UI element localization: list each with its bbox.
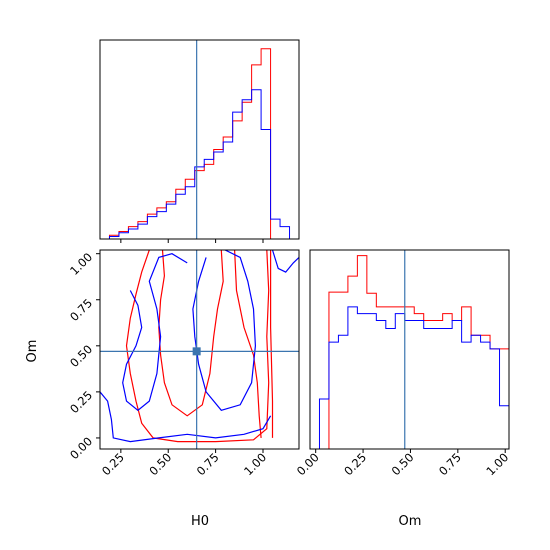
contour-frame xyxy=(99,249,300,450)
hist-H0-series-1 xyxy=(100,89,299,240)
contour-series-1-line-3 xyxy=(271,250,299,273)
hist-Om-xtick-label-0: 0.00 xyxy=(294,450,322,478)
hist-Om-xtick-label-1: 0.25 xyxy=(341,450,369,478)
contour-ytick-label-1: 0.25 xyxy=(67,388,95,416)
contour-ytick-label-0: 0.00 xyxy=(67,434,95,462)
contour-ytick-label-4: 1.00 xyxy=(67,250,95,278)
contour-xtick-label-3: 1.00 xyxy=(241,450,269,478)
contour-series-0-line-3 xyxy=(270,250,274,438)
contour-xtick-label-1: 0.50 xyxy=(146,450,174,478)
hist-Om-xtick-label-3: 0.75 xyxy=(436,450,464,478)
hist-om-xlabel: Om xyxy=(399,514,422,529)
contour-series-0-line-0 xyxy=(125,250,270,443)
contour-ytick-label-2: 0.50 xyxy=(67,342,95,370)
contour-series-0-line-1 xyxy=(158,250,224,417)
hist-H0-frame xyxy=(99,39,300,240)
hist-Om-frame xyxy=(309,249,510,450)
contour-series-0-line-2 xyxy=(234,250,262,438)
hist-Om-series-1 xyxy=(310,306,510,450)
contour-xlabel: H0 xyxy=(191,514,209,529)
contour-ytick-label-3: 0.75 xyxy=(67,296,95,324)
hist-Om-xtick-label-4: 1.00 xyxy=(483,450,511,478)
contour-truth-marker xyxy=(192,347,201,356)
hist-H0-series-0 xyxy=(100,48,299,240)
contour-ylabel: Om xyxy=(25,340,40,363)
hist-Om-panel xyxy=(309,249,510,450)
contour-xtick-label-2: 0.75 xyxy=(194,450,222,478)
contour-xtick-label-0: 0.25 xyxy=(99,450,127,478)
contour-H0-Om-panel xyxy=(99,249,300,450)
contour-series-1-line-2 xyxy=(192,250,257,411)
hist-Om-xtick-label-2: 0.50 xyxy=(389,450,417,478)
contour-series-1-line-1 xyxy=(122,253,188,412)
contour-series-1-line-0 xyxy=(100,391,272,443)
tick-labels: 0.25 0.50 0.75 1.000.000.250.500.751.000.00… xyxy=(67,239,511,478)
hist-H0-panel xyxy=(99,39,300,240)
hist-Om-series-0 xyxy=(310,255,510,450)
contour-lines xyxy=(100,250,299,443)
